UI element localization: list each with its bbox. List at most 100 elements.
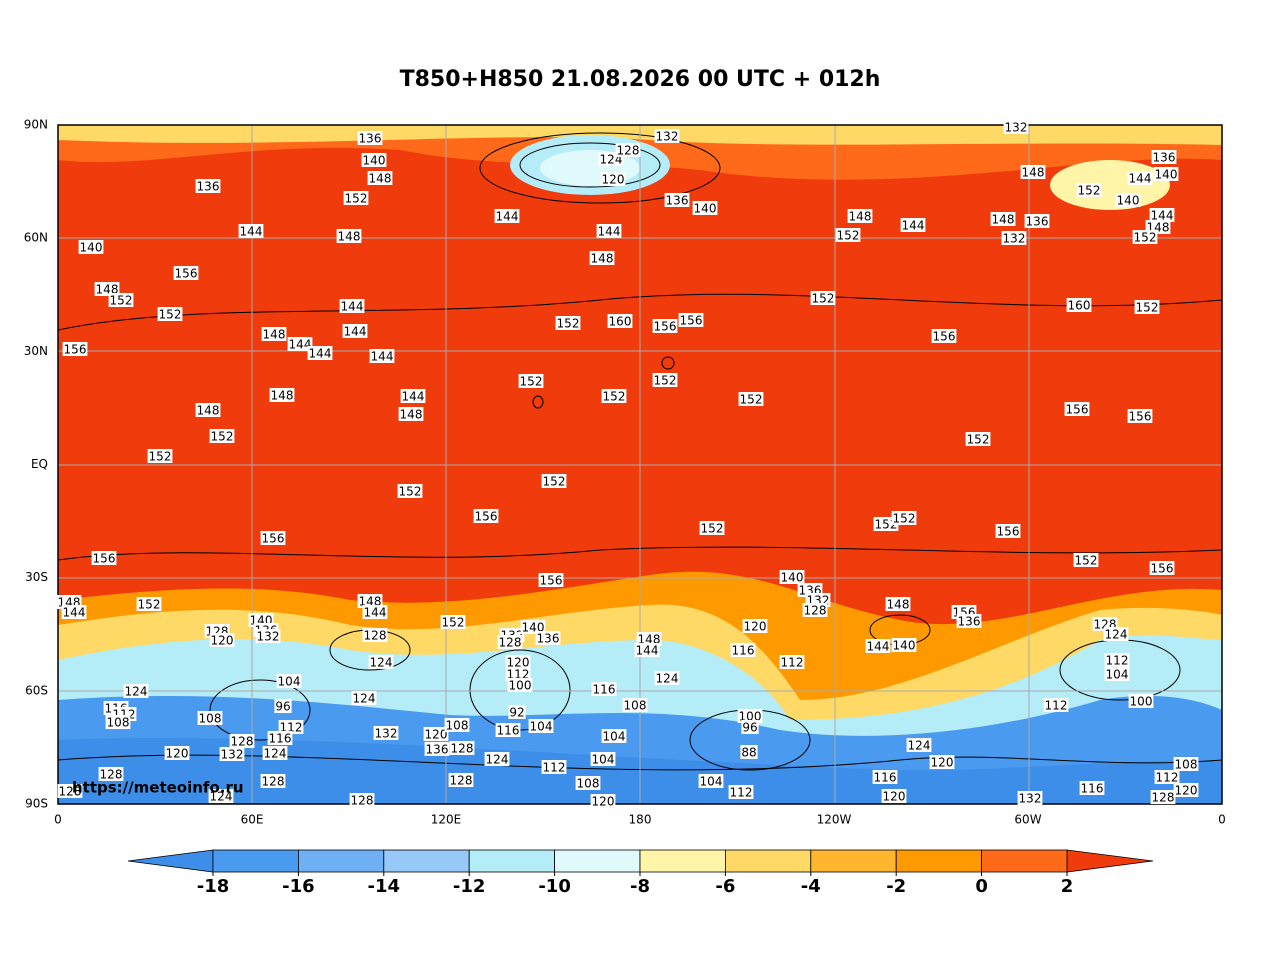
contour-label-bg	[343, 191, 369, 205]
contour-label: 104	[700, 775, 723, 789]
contour-label-bg	[57, 784, 83, 798]
contour-label-bg	[274, 699, 292, 713]
contour-label: 144	[1151, 209, 1174, 223]
contour-label: 156	[262, 532, 285, 546]
contour-label: 148	[263, 328, 286, 342]
contour-label: 88	[741, 746, 756, 760]
contour-label: 112	[543, 761, 566, 775]
contour-label-bg	[368, 655, 394, 669]
contour-label-bg	[1103, 627, 1129, 641]
colorbar-segment	[895, 849, 983, 873]
contour-label-bg	[885, 597, 911, 611]
contour-label: 144	[902, 219, 925, 233]
contour-label-bg	[931, 329, 957, 343]
contour-label: 152	[740, 393, 763, 407]
contour-label-bg	[1079, 781, 1105, 795]
contour-label-bg	[229, 734, 255, 748]
contour-label-bg	[276, 674, 302, 688]
colorbar-tick-label: -6	[715, 876, 735, 897]
contour-label-bg	[575, 776, 601, 790]
contour-label-bg	[98, 767, 124, 781]
contour-labels: 136 1321321241281201401481361521441361401…	[56, 120, 1199, 809]
contour-label-bg	[779, 570, 805, 584]
contour-label-bg	[209, 429, 235, 443]
contour-label-bg	[262, 746, 288, 760]
contour-label-bg	[1127, 171, 1153, 185]
contour-label: 156	[93, 552, 116, 566]
contour-label-bg	[1150, 790, 1176, 804]
contour-label: 148	[400, 408, 423, 422]
contour-label-bg	[267, 731, 293, 745]
colorbar-tick-label: -8	[630, 876, 650, 897]
contour-label: 132	[257, 630, 280, 644]
contour-label-bg	[742, 619, 768, 633]
lat-label: EQ	[31, 457, 48, 471]
contour-label-bg	[678, 313, 704, 327]
contour-label: 112	[781, 656, 804, 670]
contour-label-bg	[699, 521, 725, 535]
contour-label-bg	[590, 794, 616, 808]
contour-label: 128	[100, 768, 123, 782]
contour-label-bg	[91, 551, 117, 565]
contour-label-bg	[78, 240, 104, 254]
contour-label: 124	[353, 692, 376, 706]
contour-label-bg	[1149, 561, 1175, 575]
contour-label: 144	[867, 640, 890, 654]
contour-label-bg	[287, 337, 313, 351]
lon-label: 120E	[431, 813, 462, 827]
contour-label: 132	[1019, 792, 1042, 806]
contour-label: 152	[893, 512, 916, 526]
colorbar-tick-label: 2	[1061, 876, 1074, 897]
contour-label-bg	[505, 667, 531, 681]
contour-label-bg	[1001, 231, 1027, 245]
contour-label-bg	[1020, 165, 1046, 179]
contour-label-bg	[255, 629, 281, 643]
contour-label: 144	[240, 225, 263, 239]
contour-label-bg	[601, 729, 627, 743]
contour-label: 148	[849, 210, 872, 224]
contour-label: 140	[781, 571, 804, 585]
contour-label: 112	[730, 786, 753, 800]
contour-label-bg	[1154, 770, 1180, 784]
contour-label-bg	[1151, 150, 1177, 164]
contour-label-bg	[528, 719, 554, 733]
contour-label: 128	[499, 636, 522, 650]
contour-label-bg	[362, 605, 388, 619]
lat-label: 90N	[24, 118, 48, 132]
contour-label-bg	[1073, 553, 1099, 567]
lon-label: 120W	[817, 813, 852, 827]
lat-label: 30S	[25, 570, 48, 584]
axes: 90N 60N 30N EQ 30S 60S 90S 0 60E 120E 180 120W 60W 0	[24, 118, 1226, 827]
contour-label-bg	[1153, 167, 1179, 181]
contour-label-bg	[1115, 193, 1141, 207]
contour-label: 152	[603, 390, 626, 404]
contour-label: 152	[967, 433, 990, 447]
contour-label-bg	[1064, 402, 1090, 416]
contour-label: 124	[125, 685, 148, 699]
contour-label-bg	[339, 299, 365, 313]
lon-label: 60W	[1014, 813, 1041, 827]
contour-label-bg	[1066, 298, 1092, 312]
lon-label: 60E	[241, 813, 264, 827]
contour-label-bg	[1017, 791, 1043, 805]
contour-label-bg	[518, 374, 544, 388]
contour-label: 132	[221, 748, 244, 762]
contour-label: 124	[1105, 628, 1128, 642]
contour-label: 156	[997, 525, 1020, 539]
contour-label-bg	[891, 638, 917, 652]
contour-label: 156	[1066, 403, 1089, 417]
contour-label-bg	[123, 684, 149, 698]
watermark: https://meteoinfo.ru	[72, 779, 244, 797]
colorbar-segment	[297, 849, 385, 873]
contour-label-bg	[147, 449, 173, 463]
contour-label: 128	[1152, 791, 1175, 805]
contour-label: 144	[289, 338, 312, 352]
colorbar-tick-label: -18	[197, 876, 230, 897]
colorbar-tick-label: -2	[886, 876, 906, 897]
contour-label: 148	[338, 230, 361, 244]
contour-label-bg	[424, 742, 450, 756]
map-frame	[57, 124, 1223, 805]
contour-label-bg	[373, 726, 399, 740]
contour-label-bg	[847, 209, 873, 223]
contour-label-bg	[351, 691, 377, 705]
